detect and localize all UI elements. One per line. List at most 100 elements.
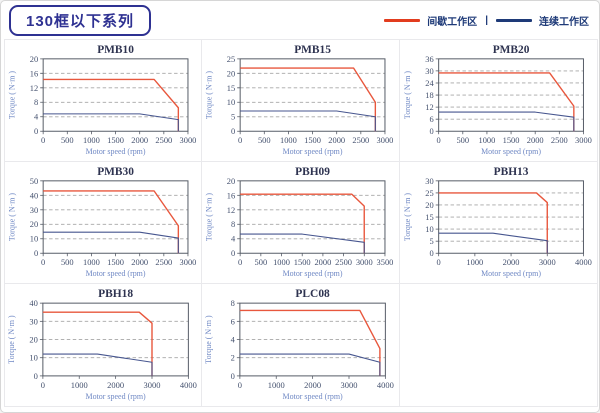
x-tick-label: 2000 — [131, 257, 148, 267]
y-tick-label: 0 — [429, 248, 433, 258]
y-tick-label: 10 — [30, 234, 38, 244]
y-tick-label: 40 — [29, 298, 37, 308]
y-axis-label: Torque ( N·m ) — [403, 71, 412, 119]
x-tick-label: 1000 — [268, 380, 285, 390]
intermittent-zone-line — [240, 193, 366, 254]
y-tick-label: 0 — [429, 126, 433, 136]
plot-border — [42, 302, 189, 377]
y-axis-label: Torque ( N·m ) — [7, 71, 16, 119]
x-tick-label: 2000 — [329, 135, 346, 145]
x-tick-label: 0 — [41, 135, 45, 145]
intermittent-zone-line — [438, 192, 548, 254]
y-tick-label: 16 — [30, 68, 38, 78]
y-tick-label: 8 — [231, 298, 235, 308]
x-tick-label: 2500 — [551, 135, 568, 145]
x-tick-label: 1000 — [83, 135, 100, 145]
y-tick-label: 20 — [29, 335, 37, 345]
y-tick-label: 0 — [231, 371, 235, 381]
x-axis-label: Motor speed (rpm) — [86, 147, 146, 156]
y-tick-label: 15 — [227, 83, 235, 93]
chart-title: PLC08 — [296, 288, 331, 300]
chart-cell-PMB20: PMB20 0 6 12 18 24 30 36 0 500 1000 1500 2000 2500 300… — [399, 40, 597, 162]
x-tick-label: 1000 — [71, 380, 88, 390]
y-tick-label: 25 — [227, 54, 235, 64]
x-tick-label: 4000 — [377, 380, 394, 390]
chart-svg: PBH18 0 10 20 30 40 0 1000 2000 3000 4000 Motor spe… — [7, 288, 197, 401]
legend-label-intermittent: 间歇工作区 — [427, 16, 478, 28]
chart-cell-PLC08: PLC08 0 2 4 6 8 0 1000 2000 3000 4000 Motor speed (… — [202, 284, 400, 406]
continuous-zone-line — [42, 353, 153, 376]
y-tick-label: 12 — [227, 205, 235, 215]
continuous-zone-line — [438, 111, 575, 132]
plot-border — [239, 302, 387, 377]
x-tick-label: 2500 — [335, 257, 352, 267]
plot-border — [239, 58, 386, 132]
y-tick-label: 30 — [30, 205, 38, 215]
x-axis-label: Motor speed (rpm) — [283, 147, 343, 156]
chart-svg: PLC08 0 2 4 6 8 0 1000 2000 3000 4000 Motor speed (… — [204, 288, 394, 401]
intermittent-zone-swatch — [384, 18, 421, 22]
y-tick-label: 10 — [29, 353, 37, 363]
chart-title: PMB20 — [492, 44, 529, 56]
y-tick-label: 12 — [425, 102, 433, 112]
y-tick-label: 30 — [425, 176, 433, 186]
x-tick-label: 2000 — [502, 257, 519, 267]
y-tick-label: 4 — [231, 234, 236, 244]
header: 130框以下系列 间歇工作区 | 连续工作区 — [1, 1, 599, 39]
y-tick-label: 20 — [227, 68, 235, 78]
x-tick-label: 1500 — [304, 135, 321, 145]
y-tick-label: 12 — [30, 83, 38, 93]
y-tick-label: 25 — [425, 188, 433, 198]
intermittent-zone-line — [43, 78, 180, 132]
plot-border — [239, 180, 386, 254]
y-tick-label: 6 — [429, 114, 433, 124]
x-tick-label: 1000 — [478, 135, 495, 145]
chart-cell-PBH18: PBH18 0 10 20 30 40 0 1000 2000 3000 4000 Motor spe… — [5, 284, 203, 406]
x-tick-label: 2500 — [155, 257, 172, 267]
y-tick-label: 10 — [227, 97, 235, 107]
y-tick-label: 5 — [429, 236, 433, 246]
x-tick-label: 1000 — [466, 257, 483, 267]
y-tick-label: 40 — [30, 190, 38, 200]
intermittent-zone-line — [438, 72, 575, 132]
chart-title: PBH09 — [295, 166, 330, 178]
chart-cell-PBH13: PBH13 0 5 10 15 20 25 30 0 1000 2000 3000 4000 Motor … — [399, 162, 597, 284]
chart-svg: PMB10 0 4 8 12 16 20 0 500 1000 1500 2000 2500 3000 Mo… — [7, 44, 197, 156]
continuous-zone-line — [438, 232, 548, 254]
x-tick-label: 3000 — [377, 135, 394, 145]
y-tick-label: 8 — [34, 97, 38, 107]
y-tick-label: 2 — [231, 353, 235, 363]
x-tick-label: 3000 — [180, 135, 197, 145]
chart-svg: PBH13 0 5 10 15 20 25 30 0 1000 2000 3000 4000 Motor … — [403, 166, 592, 278]
x-axis-label: Motor speed (rpm) — [283, 392, 344, 401]
x-tick-label: 3000 — [356, 257, 373, 267]
x-tick-label: 2500 — [353, 135, 370, 145]
x-tick-label: 3000 — [341, 380, 358, 390]
chart-title: PBH18 — [98, 288, 133, 300]
x-tick-label: 500 — [61, 135, 74, 145]
y-axis-label: Torque ( N·m ) — [7, 193, 16, 241]
x-tick-label: 2500 — [155, 135, 172, 145]
continuous-zone-line — [240, 353, 381, 376]
y-tick-label: 5 — [231, 112, 235, 122]
x-axis-label: Motor speed (rpm) — [481, 147, 541, 156]
y-tick-label: 20 — [227, 176, 235, 186]
x-tick-label: 500 — [61, 257, 74, 267]
y-axis-label: Torque ( N·m ) — [7, 315, 16, 364]
x-tick-label: 3000 — [180, 257, 197, 267]
x-tick-label: 1000 — [83, 257, 100, 267]
x-tick-label: 500 — [255, 257, 268, 267]
plot-border — [437, 180, 584, 254]
y-tick-label: 15 — [425, 212, 433, 222]
y-tick-label: 20 — [425, 200, 433, 210]
y-tick-label: 50 — [30, 176, 38, 186]
x-tick-label: 3000 — [538, 257, 555, 267]
x-tick-label: 2000 — [107, 380, 124, 390]
chart-title: PMB15 — [295, 44, 332, 56]
chart-title: PMB10 — [97, 44, 134, 56]
x-tick-label: 500 — [456, 135, 469, 145]
x-tick-label: 3500 — [377, 257, 394, 267]
y-tick-label: 0 — [34, 126, 38, 136]
